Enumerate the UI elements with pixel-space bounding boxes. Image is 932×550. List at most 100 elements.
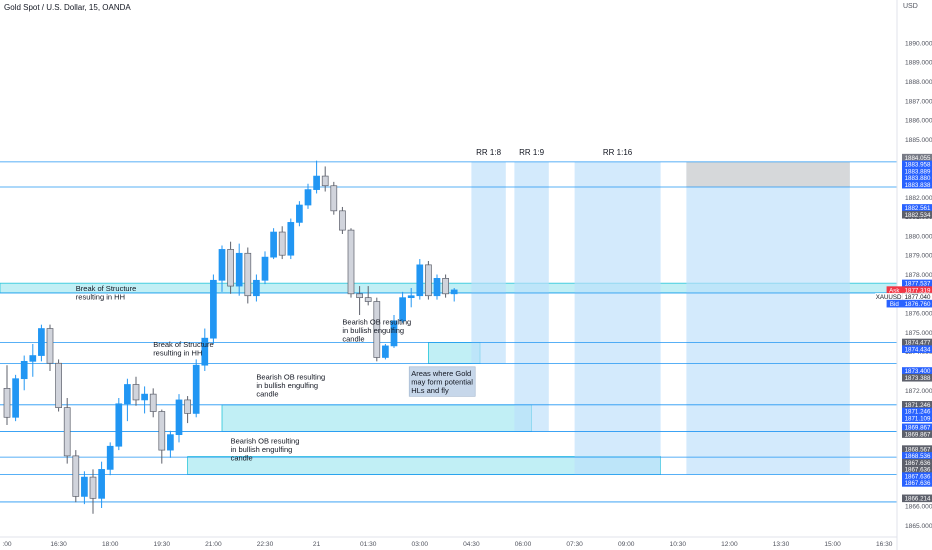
annotation-line: Break of Structure [76,284,136,293]
price-tag-label: 1874.434 [905,346,931,353]
candle-body [184,399,191,414]
price-tag [902,174,932,182]
candle-body [55,362,62,408]
price-tag-prefix: Bid [890,301,900,308]
candle-body [141,393,148,401]
time-tick: 15:00 [824,541,841,548]
candle-body [175,399,183,436]
candle-body [81,476,88,497]
price-tag [902,423,932,432]
candle-body [3,387,11,418]
candle-body [29,355,37,362]
horizontal-lines-layer [0,161,897,503]
time-tick: 16:30 [50,541,67,548]
candle-body [339,210,346,231]
annotation-line: resulting in HH [76,292,125,301]
rr-box-stop [686,161,850,188]
price-tag-label: 1867.636 [905,467,931,474]
candle-body [89,476,97,499]
price-tag [902,414,932,423]
annotation-line: candle [256,390,278,399]
price-tag [902,452,932,460]
price-tick: 1885.000 [905,137,932,144]
annotation-line: may form potential [411,377,473,386]
annotation-line: Bearish OB resulting [256,373,325,382]
price-tag [902,430,932,438]
candle-body [192,364,200,414]
time-tick: 04:30 [463,541,480,548]
price-tick: 1875.000 [905,330,932,337]
candle-body [210,279,217,339]
price-tag [902,367,932,375]
price-tag-label: 1867.636 [905,460,931,467]
annotation: Break of Structure resulting in HH [153,340,213,358]
price-tag-label: 1867.636 [905,473,931,480]
time-tick: 10:30 [670,541,687,548]
price-tag-label: 1882.534 [905,212,931,219]
price-tag [902,204,932,212]
price-tag [902,180,932,189]
candle-body [433,278,441,297]
annotation-line: Break of Structure [153,340,213,349]
rr-box [471,161,506,364]
chart-title: Gold Spot / U.S. Dollar, 15, OANDA [4,3,131,12]
candle-body [399,297,406,322]
price-tag-label: 1876.760 [905,301,931,308]
price-tick: 1865.000 [905,523,932,530]
rr-label: RR 1:9 [519,148,544,157]
annotation-line: Bearish OB resulting [231,436,300,445]
annotation-line: candle [342,335,364,344]
price-tag [902,407,932,416]
price-tag-label: 1883.880 [905,175,931,182]
time-axis: :00 16:30 18:00 19:30 21:00 22:30 21 01:30 03:00… [0,536,897,548]
candle-body [321,175,329,187]
time-tick: 22:30 [257,541,274,548]
annotation-box [408,366,476,397]
currency-label[interactable]: USD [903,3,918,10]
price-tag [902,338,932,347]
annotation-line: in bullish engulfing [256,381,318,390]
rr-box [514,161,549,432]
candle-body [450,289,458,295]
price-tag [902,167,932,175]
price-tag [902,479,932,487]
zone-order-block [221,404,533,432]
candle-body [407,295,415,299]
price-tag [902,465,932,474]
time-tick: 06:00 [515,541,532,548]
time-tick: 07:30 [566,541,583,548]
rr-box [686,161,850,475]
candle-body [115,403,123,447]
candle-body [20,360,28,380]
annotation-line: Bearish OB resulting [342,318,411,327]
price-tag [902,445,932,453]
price-tag-label: 1877.319 [905,287,931,294]
candle-body [98,469,105,499]
price-tag [902,299,932,308]
price-tag [902,345,932,353]
time-tick: 21 [313,541,321,548]
price-tag [902,472,932,480]
candle-body [201,337,209,366]
annotation-line: resulting in HH [153,348,202,357]
price-tag [902,279,932,288]
price-tick: 1889.000 [905,60,932,67]
candle-body [12,378,19,418]
price-tag-label: 1871.109 [905,415,931,422]
price-tick: 1878.000 [905,272,932,279]
price-tick: 1880.000 [905,233,932,240]
price-tick: 1879.000 [905,253,932,260]
annotation-line: candle [231,453,253,462]
candle-body [106,445,114,470]
annotation: Break of Structure resulting in HH [76,284,136,302]
price-tag [902,160,932,169]
price-tag-prefix-bg [886,299,902,308]
price-tag-label: 1867.636 [905,480,931,487]
candle-body [364,297,372,302]
candle-body [270,231,277,258]
candle-body [244,252,252,297]
candle-body [304,189,312,206]
price-tag-label: 1883.889 [905,168,931,175]
annotation: Bearish OB resulting in bullish engulfing… [342,318,411,344]
